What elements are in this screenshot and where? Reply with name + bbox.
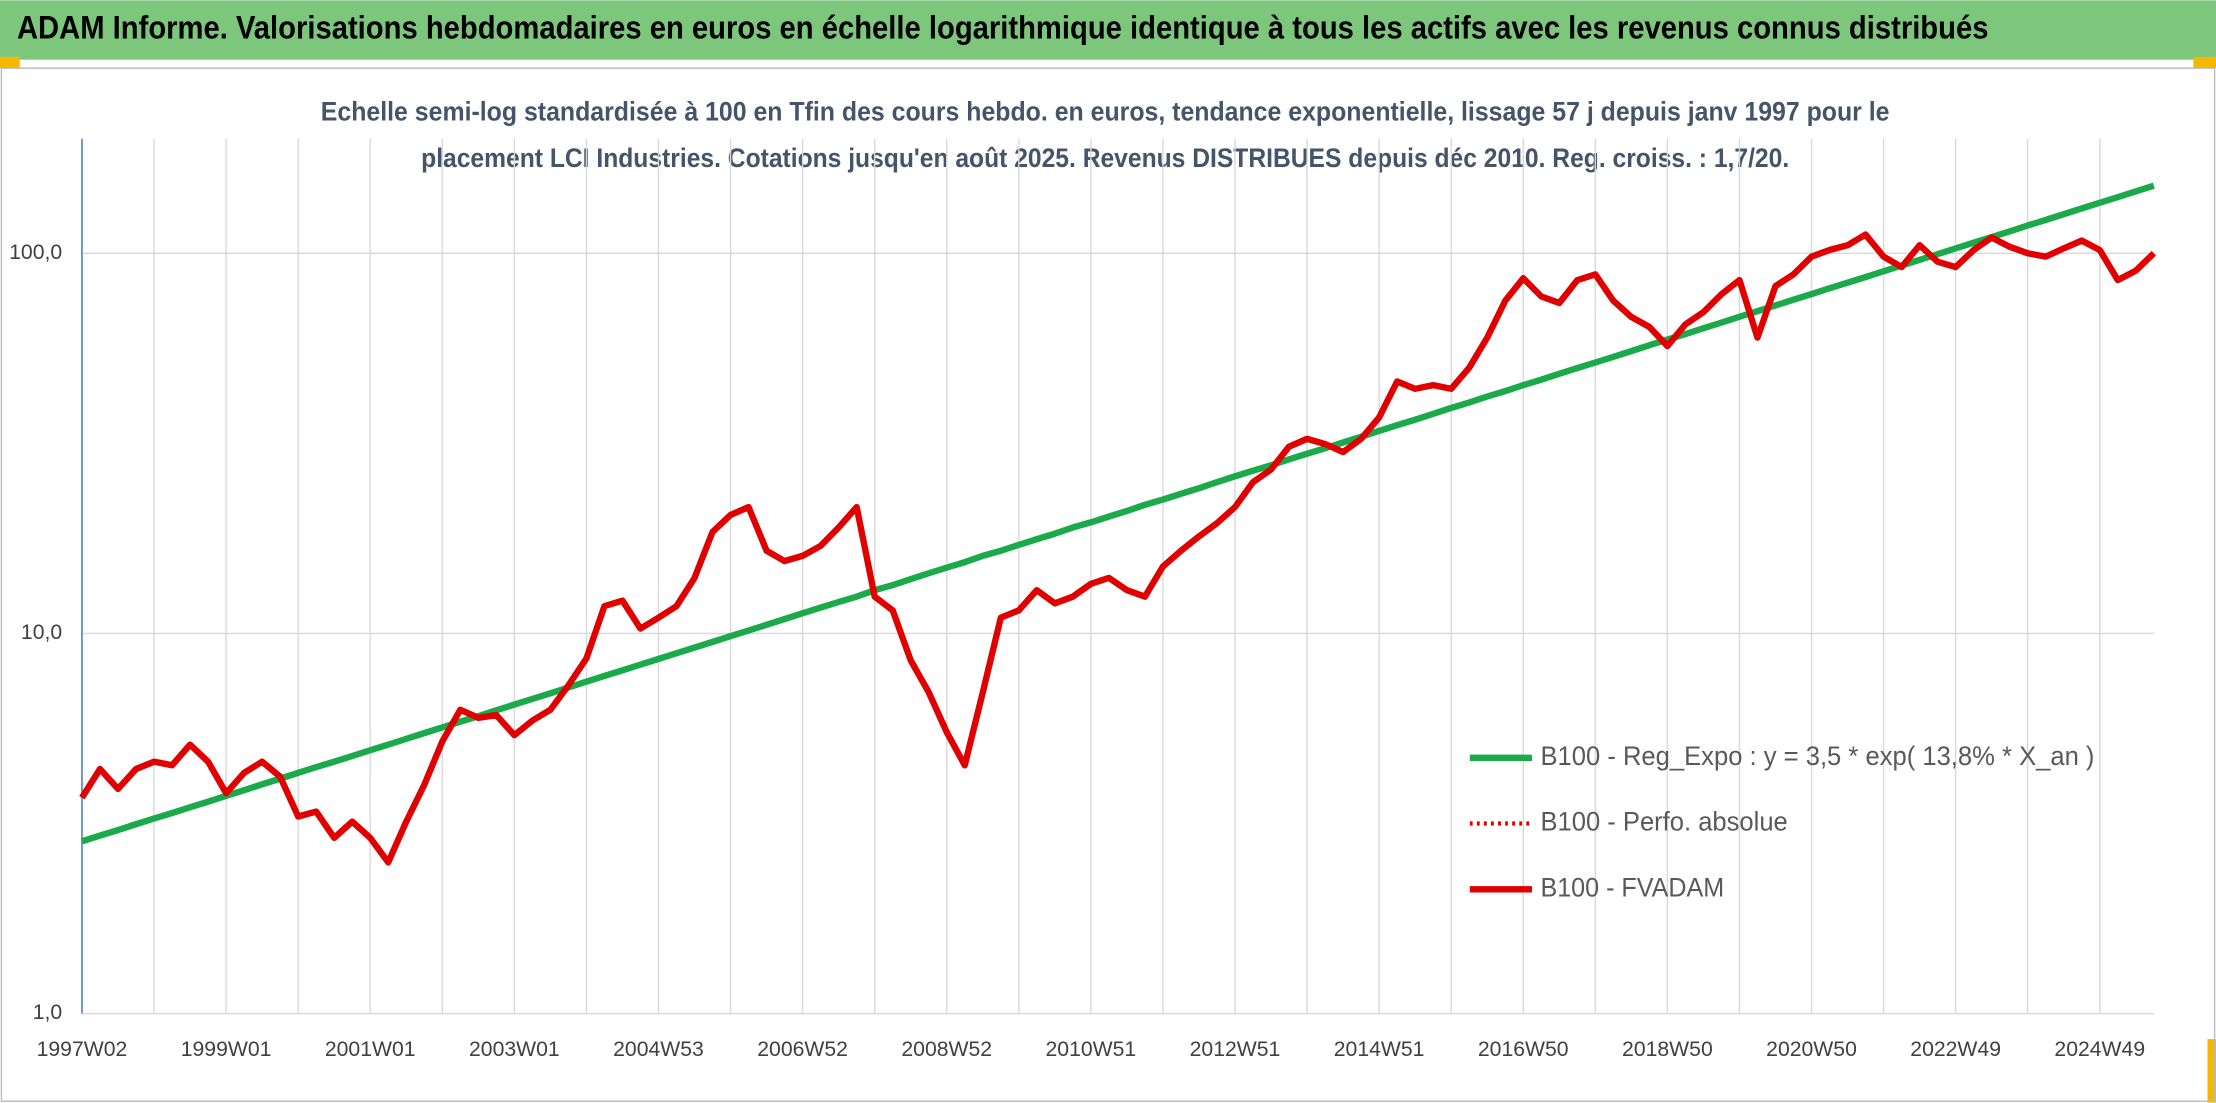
x-tick-label: 2004W53 xyxy=(613,1038,704,1061)
corner xyxy=(2193,56,2216,69)
x-tick-label: 2012W51 xyxy=(1190,1038,1281,1061)
x-tick-label: 2024W49 xyxy=(2054,1038,2145,1061)
x-tick-label: 2022W49 xyxy=(1910,1038,2001,1061)
x-tick-label: 2006W52 xyxy=(757,1038,848,1061)
chart-title: placement LCI Industries. Cotations jusq… xyxy=(421,143,1789,173)
x-tick-label: 2018W50 xyxy=(1622,1038,1713,1061)
series-line xyxy=(79,231,2157,866)
y-tick-label: 100,0 xyxy=(9,241,62,264)
x-tick-label: 2008W52 xyxy=(901,1038,992,1061)
corner xyxy=(0,56,20,69)
legend-label: B100 - FVADAM xyxy=(1540,872,1724,902)
legend-label: B100 - Reg_Expo : y = 3,5 * exp( 13,8% *… xyxy=(1540,741,2094,771)
x-tick-label: 2016W50 xyxy=(1478,1038,1569,1061)
x-tick-label: 2001W01 xyxy=(325,1038,416,1061)
x-tick-label: 2003W01 xyxy=(469,1038,560,1061)
x-tick-label: 1997W02 xyxy=(37,1038,128,1061)
y-tick-label: 10,0 xyxy=(21,621,62,644)
x-tick-label: 1999W01 xyxy=(181,1038,272,1061)
x-tick-label: 2020W50 xyxy=(1766,1038,1857,1061)
series-line xyxy=(81,182,2155,845)
page-header: ADAM Informe. Valorisations hebdomadaire… xyxy=(17,10,1989,46)
legend-label: B100 - Perfo. absolue xyxy=(1540,807,1787,837)
y-tick-label: 1,0 xyxy=(33,1001,62,1024)
header-bar xyxy=(0,0,2216,60)
frame xyxy=(0,67,2216,1102)
corner xyxy=(2207,1039,2216,1103)
chart-title: Echelle semi-log standardisée à 100 en T… xyxy=(321,96,1890,126)
x-tick-label: 2014W51 xyxy=(1334,1038,1425,1061)
x-tick-label: 2010W51 xyxy=(1046,1038,1137,1061)
